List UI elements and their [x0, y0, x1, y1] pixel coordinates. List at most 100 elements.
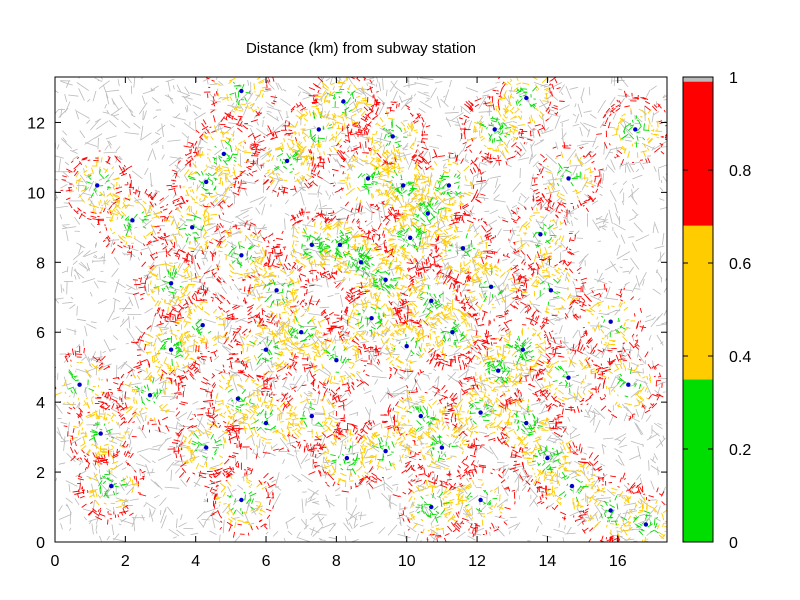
street-segment-far — [622, 510, 638, 514]
street-segment-far — [225, 335, 230, 340]
street-segment-far — [328, 409, 336, 415]
street-segment-far — [584, 193, 589, 198]
street-segment-far — [510, 280, 518, 290]
street-segment-far — [383, 481, 393, 490]
street-segment — [586, 181, 592, 184]
street-segment-far — [630, 257, 640, 270]
street-segment — [111, 231, 116, 235]
street-segment-far — [256, 164, 264, 167]
street-segment-far — [55, 297, 64, 300]
street-segment-far — [593, 278, 608, 285]
street-segment-far — [417, 427, 424, 433]
street-segment-far — [623, 484, 630, 491]
street-segment — [610, 103, 615, 108]
street-segment-far — [385, 436, 389, 443]
street-segment — [433, 191, 438, 199]
street-segment — [414, 378, 417, 383]
street-segment — [636, 334, 638, 337]
street-segment-far — [118, 523, 122, 526]
street-segment — [480, 251, 483, 256]
street-segment — [380, 436, 383, 443]
street-segment-far — [626, 414, 640, 423]
street-segment-far — [310, 168, 313, 178]
street-segment — [446, 508, 453, 511]
street-segment — [351, 385, 355, 391]
street-segment-far — [164, 244, 168, 248]
street-segment — [364, 471, 369, 476]
street-segment-far — [79, 130, 86, 139]
street-segment — [178, 471, 185, 478]
street-segment-far — [417, 484, 424, 488]
street-segment-far — [125, 292, 137, 296]
street-segment — [444, 533, 450, 537]
street-segment-far — [149, 448, 161, 451]
street-segment-far — [245, 252, 249, 263]
street-segment — [561, 203, 566, 208]
street-segment — [144, 285, 146, 292]
street-segment-far — [167, 275, 175, 281]
street-segment-far — [459, 264, 462, 275]
street-segment-far — [494, 295, 509, 301]
street-segment — [440, 358, 444, 361]
street-segment — [591, 359, 594, 363]
street-segment-far — [660, 341, 664, 345]
street-segment — [480, 115, 483, 118]
street-segment — [500, 432, 503, 436]
street-segment — [264, 269, 268, 273]
street-segment — [362, 273, 365, 277]
street-segment — [191, 188, 195, 194]
street-segment-far — [154, 494, 160, 499]
street-segment-far — [149, 508, 154, 522]
street-segment-far — [415, 277, 423, 279]
street-segment-far — [124, 459, 128, 463]
street-segment-far — [283, 537, 286, 542]
street-segment — [231, 304, 238, 309]
street-segment-far — [339, 196, 342, 200]
street-segment-far — [141, 514, 145, 521]
street-segment — [307, 343, 313, 347]
street-segment-far — [356, 301, 372, 306]
street-segment — [573, 502, 575, 508]
street-segment — [614, 520, 618, 526]
street-segment-far — [611, 327, 620, 333]
street-segment-far — [180, 513, 183, 521]
street-segment — [479, 150, 482, 155]
street-segment-far — [88, 180, 95, 192]
street-segment — [460, 292, 462, 297]
street-segment — [258, 140, 265, 143]
street-segment-far — [254, 360, 266, 371]
street-segment-far — [333, 279, 346, 283]
street-segment-far — [552, 439, 558, 444]
street-segment-far — [203, 253, 209, 262]
street-segment-far — [356, 372, 364, 382]
street-segment-far — [220, 140, 224, 149]
street-segment-far — [467, 230, 472, 232]
street-segment — [227, 512, 230, 515]
street-segment — [486, 511, 493, 515]
street-segment-far — [501, 484, 509, 497]
street-segment-far — [141, 77, 144, 80]
street-segment-far — [404, 241, 416, 249]
street-segment-far — [85, 366, 100, 373]
street-segment — [77, 493, 80, 498]
street-segment-far — [226, 230, 240, 239]
street-segment — [330, 471, 336, 477]
street-segment — [103, 454, 106, 459]
street-segment — [229, 175, 234, 177]
street-segment-far — [175, 437, 179, 452]
street-segment-far — [426, 406, 429, 414]
street-segment-far — [401, 97, 412, 103]
street-segment-far — [547, 179, 556, 190]
street-segment-far — [495, 178, 499, 188]
street-segment — [479, 135, 484, 139]
street-segment — [422, 416, 426, 420]
street-segment-far — [387, 475, 393, 480]
street-segment-far — [663, 287, 667, 293]
street-segment-far — [411, 388, 418, 393]
street-segment-far — [284, 212, 290, 216]
street-segment — [496, 90, 499, 92]
street-segment-far — [138, 425, 147, 439]
street-segment-far — [69, 304, 76, 310]
street-segment-far — [305, 247, 320, 253]
street-segment — [346, 461, 351, 464]
